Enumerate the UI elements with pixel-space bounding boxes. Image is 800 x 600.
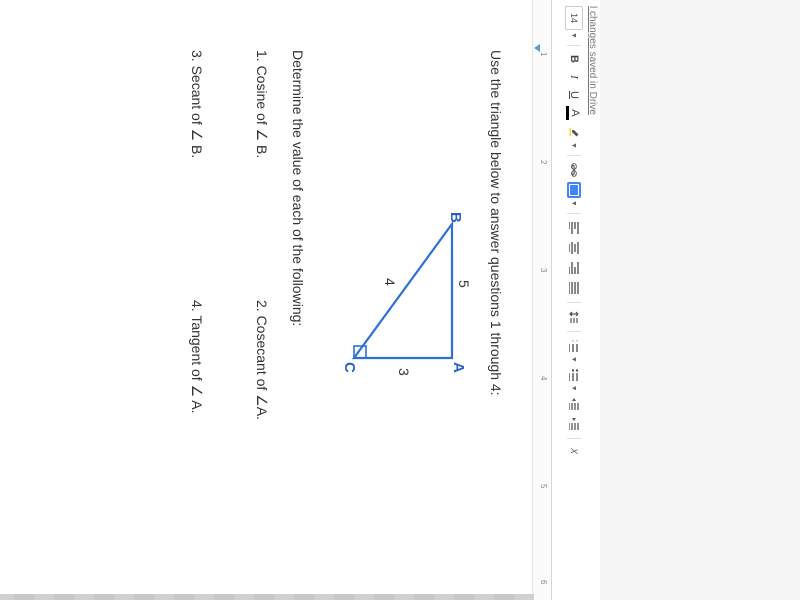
numbered-list-button[interactable]: 12 bbox=[566, 338, 582, 354]
text-color-button[interactable]: A bbox=[566, 106, 582, 120]
side-label-3: 3 bbox=[396, 368, 412, 376]
svg-text:1: 1 bbox=[575, 340, 579, 342]
bulleted-list-button[interactable] bbox=[566, 367, 582, 383]
toolbar-separator bbox=[567, 331, 581, 332]
insert-image-button[interactable] bbox=[567, 182, 581, 198]
toolbar-separator bbox=[567, 45, 581, 46]
font-size-input[interactable]: 14 bbox=[565, 6, 583, 30]
toolbar-separator bbox=[567, 155, 581, 156]
toolbar-separator bbox=[567, 438, 581, 439]
clear-formatting-button[interactable]: X bbox=[566, 445, 582, 461]
increase-indent-button[interactable] bbox=[566, 416, 582, 432]
line-spacing-button[interactable] bbox=[566, 309, 582, 325]
triangle-figure: B A C 5 3 4 bbox=[330, 200, 470, 400]
chevron-down-icon[interactable]: ▼ bbox=[571, 356, 578, 363]
vertex-label-A: A bbox=[450, 362, 467, 373]
app-toolbar: l changes saved in Drive 14 ▼ B I U A ▼ bbox=[551, 0, 600, 600]
determine-text: Determine the value of each of the follo… bbox=[290, 50, 306, 550]
question-3: 3. Secant of ∠ B. bbox=[188, 50, 205, 300]
scrollbar[interactable] bbox=[0, 594, 534, 600]
align-justify-button[interactable] bbox=[566, 280, 582, 296]
document-canvas[interactable]: Use the triangle below to answer questio… bbox=[0, 0, 532, 600]
chevron-down-icon[interactable]: ▼ bbox=[571, 200, 578, 207]
toolbar-separator bbox=[567, 302, 581, 303]
chevron-down-icon[interactable]: ▼ bbox=[571, 385, 578, 392]
ruler-tick: 2 bbox=[539, 160, 548, 164]
side-label-5: 5 bbox=[456, 280, 472, 288]
instruction-text: Use the triangle below to answer questio… bbox=[488, 50, 504, 550]
underline-button[interactable]: U bbox=[566, 88, 582, 102]
bold-button[interactable]: B bbox=[566, 52, 582, 66]
highlight-color-button[interactable] bbox=[566, 124, 582, 140]
toolbar-separator bbox=[567, 213, 581, 214]
svg-text:2: 2 bbox=[571, 340, 575, 342]
question-2: 2. Cosecant of ∠A. bbox=[253, 300, 270, 550]
ruler-tick: 6 bbox=[539, 580, 548, 584]
ruler-tick: 3 bbox=[539, 268, 548, 272]
ruler-tick: 5 bbox=[539, 484, 548, 488]
insert-link-button[interactable] bbox=[566, 162, 582, 178]
decrease-indent-button[interactable] bbox=[566, 396, 582, 412]
svg-text:X: X bbox=[569, 447, 579, 455]
ruler-tick: 4 bbox=[539, 376, 548, 380]
italic-button[interactable]: I bbox=[566, 70, 582, 84]
save-status: l changes saved in Drive bbox=[587, 6, 598, 115]
side-label-4: 4 bbox=[382, 278, 398, 286]
align-center-button[interactable] bbox=[566, 240, 582, 256]
align-left-button[interactable] bbox=[566, 220, 582, 236]
chevron-down-icon[interactable]: ▼ bbox=[571, 32, 578, 39]
ruler-tick: 1 bbox=[539, 52, 548, 56]
vertex-label-C: C bbox=[341, 362, 358, 373]
indent-marker-icon[interactable] bbox=[534, 44, 540, 52]
document-page[interactable]: Use the triangle below to answer questio… bbox=[0, 0, 532, 600]
question-1: 1. Cosine of ∠ B. bbox=[253, 50, 270, 300]
chevron-down-icon[interactable]: ▼ bbox=[571, 142, 578, 149]
vertex-label-B: B bbox=[447, 212, 464, 223]
question-4: 4. Tangent of ∠ A. bbox=[188, 300, 205, 550]
align-right-button[interactable] bbox=[566, 260, 582, 276]
ruler[interactable]: 1 2 3 4 5 6 bbox=[532, 0, 551, 600]
